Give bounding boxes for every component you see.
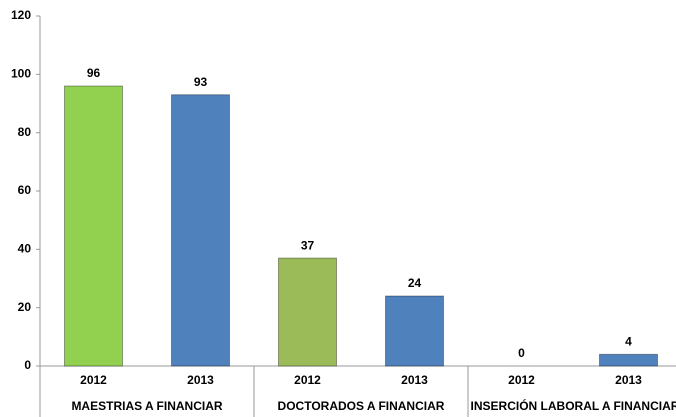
bar [171, 94, 230, 367]
data-label: 96 [87, 66, 101, 80]
bar [278, 257, 337, 367]
group-label: DOCTORADOS A FINANCIAR [278, 399, 445, 413]
group-label: INSERCIÓN LABORAL A FINANCIAR [471, 398, 676, 413]
y-tick-label: 20 [18, 300, 32, 314]
bar [599, 353, 658, 367]
data-label: 4 [625, 335, 632, 349]
bar [64, 85, 123, 367]
x-tick-label: 2012 [508, 373, 535, 387]
x-tick-label: 2012 [80, 373, 107, 387]
x-tick-label: 2013 [401, 373, 428, 387]
x-tick-label: 2013 [187, 373, 214, 387]
y-tick-label: 80 [18, 125, 32, 139]
y-tick-label: 0 [24, 358, 31, 372]
y-tick-label: 60 [18, 183, 32, 197]
y-tick-label: 40 [18, 242, 32, 256]
data-label: 93 [194, 75, 208, 89]
bar [385, 295, 444, 367]
data-label: 37 [301, 238, 315, 252]
data-label: 24 [408, 276, 422, 290]
y-tick-label: 100 [11, 67, 31, 81]
y-tick-label: 120 [11, 8, 31, 22]
x-tick-label: 2012 [294, 373, 321, 387]
x-tick-label: 2013 [615, 373, 642, 387]
group-label: MAESTRIAS A FINANCIAR [71, 399, 222, 413]
data-label: 0 [518, 346, 525, 360]
